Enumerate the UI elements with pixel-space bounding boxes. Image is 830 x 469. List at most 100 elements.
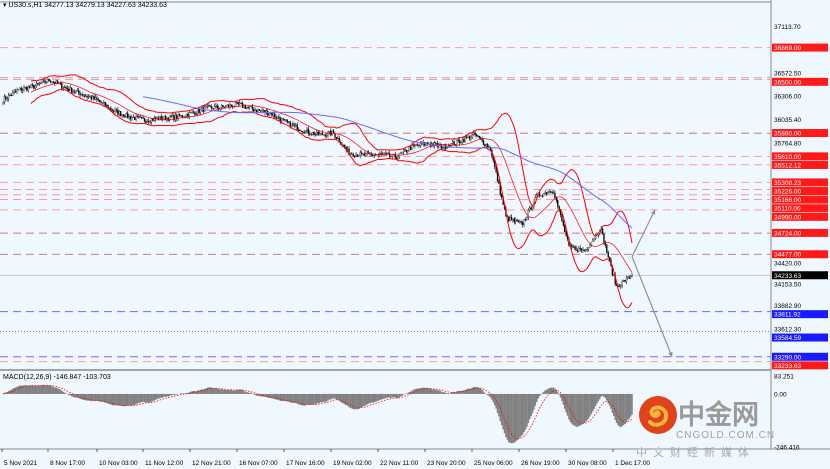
candle-body [487,144,489,148]
candle-body [575,246,577,251]
candle-body [220,105,223,108]
candle-body [223,106,225,108]
candle-body [89,96,91,98]
candle-body [276,116,279,119]
candle-body [293,125,296,126]
candle-body [51,81,53,83]
candle-body [192,111,195,113]
candle-body [83,95,85,97]
candle-body [104,102,106,107]
candle-body [37,83,39,85]
level-label-bg [772,43,828,52]
candle-body [127,112,129,118]
candle-body [618,285,621,288]
candle-body [28,86,31,88]
candle-body [236,102,238,104]
candle-body [35,83,38,87]
candle-body [471,134,473,138]
candle-body [290,123,293,128]
logo-name: 中金网 [678,400,759,431]
candle-body [152,118,154,121]
candle-body [13,91,15,93]
level-label: 35610.00 [774,154,801,161]
candle-body [629,276,632,279]
candle-body [138,116,140,118]
candle-body [20,87,22,91]
candle-body [631,275,633,277]
candle-body [205,106,207,108]
candle-body [485,144,487,147]
candle-body [468,136,471,140]
candle-body [355,154,357,157]
candle-body [576,250,579,252]
candle-body [96,97,98,100]
candle-body [251,106,254,110]
candle-body [459,140,461,144]
candle-body [288,121,290,123]
candle-body [580,248,583,251]
candle-body [313,132,315,136]
candle-body [108,107,111,109]
candle-body [316,131,318,135]
macd-tick-label: 83.251 [774,374,794,381]
candle-body [529,207,531,211]
candle-body [335,137,338,139]
candle-body [509,217,511,221]
candle-body [73,91,76,93]
level-label: 35308.23 [774,180,801,187]
candle-body [508,216,510,221]
candle-body [415,144,417,146]
candle-body [589,245,591,248]
candle-body [474,132,476,135]
collapse-triangle-icon[interactable]: ▾ [3,2,7,9]
candle-body [10,95,13,96]
candle-body [118,111,120,115]
level-label: 34477.00 [774,252,801,259]
candle-body [625,277,628,282]
candle-body [2,102,4,104]
candle-body [317,131,319,136]
candle-body [146,120,148,123]
candle-body [304,130,307,134]
candle-body [372,154,374,156]
candle-body [286,120,289,123]
candle-body [9,94,11,96]
candle-body [14,91,17,93]
candle-body [358,155,360,157]
candle-body [418,145,420,147]
candle-body [58,83,60,85]
candle-body [55,80,57,84]
candle-body [122,114,125,117]
candle-body [260,110,262,112]
level-label-bg [772,195,828,204]
level-label: 33584.59 [774,335,801,342]
projection-arrow [631,209,656,257]
candle-body [79,92,81,96]
candle-body [215,105,217,107]
x-tick-label: 22 Nov 11:00 [380,460,419,467]
candle-body [181,115,183,118]
level-label: 35880.00 [774,131,801,138]
y-tick-label: 36306.00 [774,94,801,101]
candle-body [218,107,220,109]
candle-body [621,280,623,286]
candle-body [397,156,399,160]
candle-body [281,118,283,122]
candle-body [282,118,284,120]
candle-body [269,112,272,115]
symbol-label: US30.s,H1 [8,2,43,9]
x-tick-label: 10 Nov 03:00 [99,460,138,467]
candle-body [253,108,255,112]
level-label-bg [772,178,828,187]
candle-body [129,115,132,119]
bollinger-lower [30,88,633,309]
candle-body [604,243,607,245]
x-tick-label: 17 Nov 16:00 [286,460,325,467]
candle-body [470,137,472,140]
candle-body [405,149,408,153]
candle-body [7,94,10,99]
candle-body [369,153,371,155]
candle-body [48,78,50,82]
candle-body [111,109,113,112]
